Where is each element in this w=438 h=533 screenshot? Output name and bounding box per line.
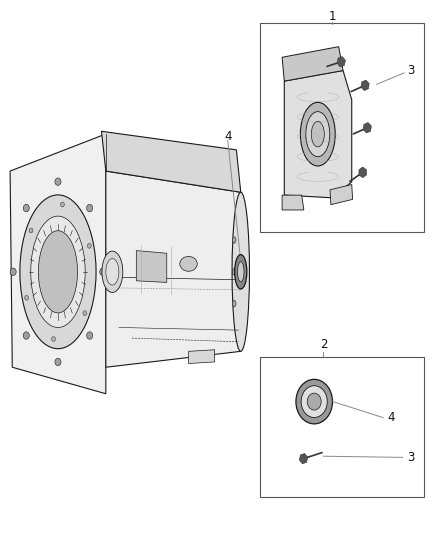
Ellipse shape bbox=[87, 204, 93, 212]
Ellipse shape bbox=[235, 255, 247, 289]
Ellipse shape bbox=[52, 337, 56, 342]
Text: 3: 3 bbox=[407, 451, 414, 464]
Ellipse shape bbox=[237, 262, 244, 282]
Polygon shape bbox=[284, 70, 352, 198]
Ellipse shape bbox=[233, 301, 236, 307]
Text: 4: 4 bbox=[387, 411, 395, 424]
Ellipse shape bbox=[232, 192, 250, 351]
Polygon shape bbox=[359, 167, 367, 177]
Bar bbox=[260, 22, 424, 232]
Ellipse shape bbox=[60, 202, 64, 207]
Circle shape bbox=[296, 379, 332, 424]
Ellipse shape bbox=[39, 231, 78, 313]
Ellipse shape bbox=[233, 237, 236, 243]
Ellipse shape bbox=[20, 195, 96, 349]
Polygon shape bbox=[363, 123, 371, 133]
Ellipse shape bbox=[23, 332, 29, 339]
Ellipse shape bbox=[31, 216, 85, 327]
Circle shape bbox=[301, 386, 327, 417]
Ellipse shape bbox=[23, 204, 29, 212]
Polygon shape bbox=[299, 454, 308, 464]
Ellipse shape bbox=[87, 332, 93, 339]
Polygon shape bbox=[337, 56, 346, 67]
Ellipse shape bbox=[10, 268, 16, 276]
Polygon shape bbox=[102, 131, 241, 192]
Ellipse shape bbox=[102, 251, 123, 293]
Ellipse shape bbox=[233, 269, 236, 275]
Ellipse shape bbox=[25, 295, 28, 300]
Polygon shape bbox=[282, 195, 304, 210]
Ellipse shape bbox=[29, 228, 33, 233]
Ellipse shape bbox=[306, 111, 330, 157]
Polygon shape bbox=[188, 350, 215, 364]
Ellipse shape bbox=[300, 102, 335, 166]
Bar bbox=[260, 357, 424, 497]
Ellipse shape bbox=[106, 259, 119, 285]
Ellipse shape bbox=[87, 244, 91, 248]
Text: 1: 1 bbox=[328, 10, 336, 23]
Polygon shape bbox=[10, 134, 106, 394]
Ellipse shape bbox=[55, 178, 61, 185]
Polygon shape bbox=[136, 251, 167, 282]
Text: 2: 2 bbox=[320, 338, 327, 351]
Polygon shape bbox=[106, 171, 241, 367]
Ellipse shape bbox=[100, 268, 106, 276]
Polygon shape bbox=[361, 80, 369, 91]
Text: 3: 3 bbox=[407, 64, 414, 77]
Polygon shape bbox=[282, 47, 343, 81]
Ellipse shape bbox=[83, 311, 87, 316]
Ellipse shape bbox=[55, 358, 61, 366]
Text: 4: 4 bbox=[224, 130, 231, 143]
Ellipse shape bbox=[180, 256, 197, 271]
Circle shape bbox=[307, 393, 321, 410]
Polygon shape bbox=[330, 184, 353, 205]
Ellipse shape bbox=[311, 122, 324, 147]
